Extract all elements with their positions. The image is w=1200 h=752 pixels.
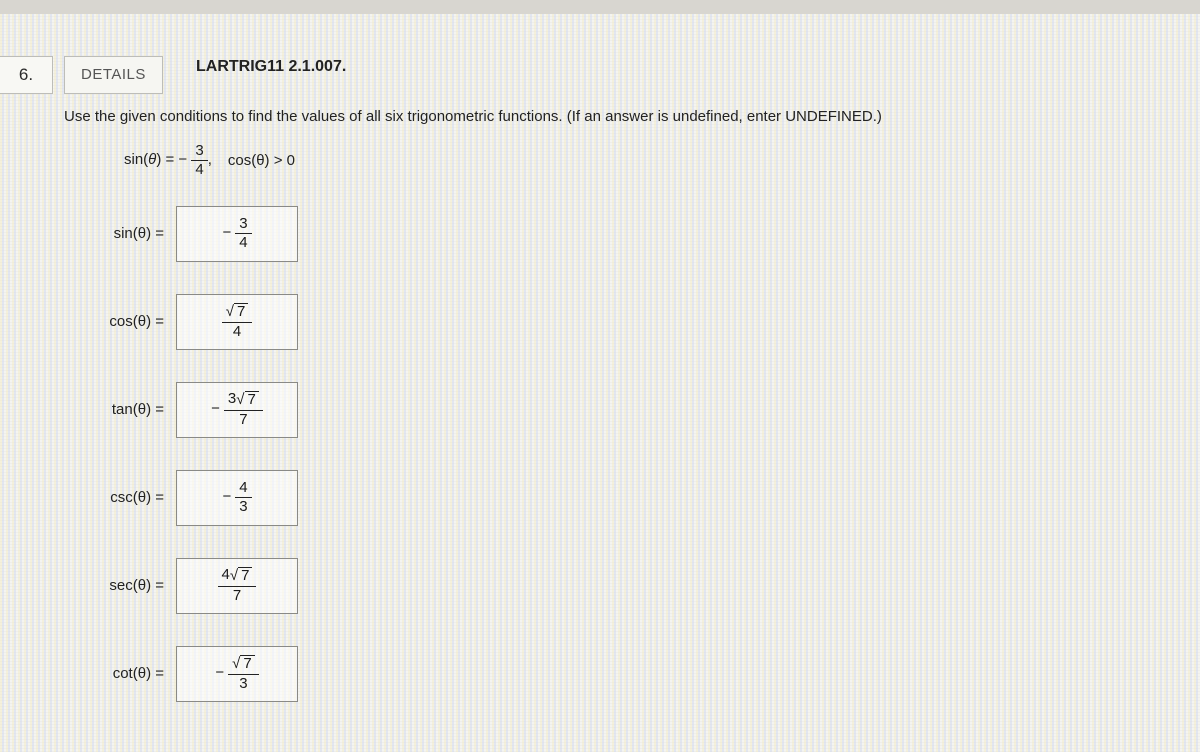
sqrt: √7	[232, 655, 255, 673]
answer-fraction: 34	[235, 216, 251, 251]
fraction-denominator: 4	[191, 161, 207, 178]
fraction-numerator: 3	[191, 143, 207, 161]
radical-symbol: √	[226, 304, 234, 319]
sin-prefix: sin(	[124, 151, 148, 168]
sqrt: √7	[226, 303, 249, 321]
comma: ,	[208, 151, 212, 168]
fraction-denominator: 4	[235, 234, 251, 251]
minus-sign: −	[222, 488, 235, 505]
answer-value: 4√77	[218, 567, 257, 603]
answer-row: tan(θ) =−3√77	[94, 382, 1170, 438]
answer-value: −√7 3	[215, 655, 258, 691]
function-label: cot(θ) =	[94, 665, 164, 682]
minus-sign: −	[222, 224, 235, 241]
radicand: 7	[238, 567, 252, 585]
function-label: sec(θ) =	[94, 577, 164, 594]
coefficient: 4	[222, 566, 230, 583]
fraction-denominator: 4	[229, 323, 245, 340]
answer-fraction: 43	[235, 480, 251, 515]
sin-value-fraction: 3 4	[191, 143, 207, 178]
fraction-numerator: 3√7	[224, 391, 263, 411]
minus-sign: −	[211, 400, 224, 417]
answer-fraction: √7 4	[222, 303, 253, 339]
function-label: csc(θ) =	[94, 489, 164, 506]
fraction-numerator: 3	[235, 216, 251, 234]
radical-symbol: √	[236, 392, 244, 407]
answer-fraction: 4√77	[218, 567, 257, 603]
radical-symbol: √	[230, 568, 238, 583]
answer-input[interactable]: 4√77	[176, 558, 298, 614]
fraction-denominator: 7	[235, 411, 251, 428]
fraction-numerator: 4√7	[218, 567, 257, 587]
fraction-denominator: 7	[229, 587, 245, 604]
answer-row: sin(θ) = −34	[94, 206, 1170, 262]
answer-input[interactable]: √7 4	[176, 294, 298, 350]
sqrt: √7	[230, 567, 253, 585]
answer-value: √7 4	[222, 303, 253, 339]
fraction-numerator: √7	[228, 655, 259, 675]
details-button[interactable]: DETAILS	[64, 56, 163, 94]
fraction-numerator: √7	[222, 303, 253, 323]
answer-input[interactable]: −34	[176, 206, 298, 262]
answer-input[interactable]: −√7 3	[176, 646, 298, 702]
fraction-denominator: 3	[235, 498, 251, 515]
instructions-text: Use the given conditions to find the val…	[64, 108, 1170, 125]
minus-sign: −	[215, 664, 228, 681]
answer-input[interactable]: −3√77	[176, 382, 298, 438]
coefficient: 3	[228, 390, 236, 407]
answer-row: cot(θ) = −√7 3	[94, 646, 1170, 702]
radicand: 7	[245, 391, 259, 409]
fraction-numerator: 4	[235, 480, 251, 498]
answers-list: sin(θ) =−34cos(θ) =√74tan(θ) =−3√77csc(θ…	[94, 206, 1170, 702]
answer-value: −34	[222, 216, 251, 251]
radicand: 7	[240, 655, 254, 673]
function-label: cos(θ) =	[94, 313, 164, 330]
radical-symbol: √	[232, 656, 240, 671]
fraction-denominator: 3	[235, 675, 251, 692]
sin-condition: sin(θ) = − 3 4 ,	[124, 143, 212, 178]
answer-row: csc(θ) = −43	[94, 470, 1170, 526]
answer-value: −43	[222, 480, 251, 515]
cos-condition: cos(θ) > 0	[228, 152, 295, 169]
question-number: 6.	[0, 56, 53, 94]
sin-suffix: ) = −	[156, 151, 187, 168]
radicand: 7	[234, 303, 248, 321]
answer-fraction: √7 3	[228, 655, 259, 691]
function-label: sin(θ) =	[94, 225, 164, 242]
source-reference: LARTRIG11 2.1.007.	[196, 58, 346, 76]
function-label: tan(θ) =	[94, 401, 164, 418]
answer-row: cos(θ) = √7 4	[94, 294, 1170, 350]
answer-value: −3√77	[211, 391, 263, 427]
answer-row: sec(θ) =4√77	[94, 558, 1170, 614]
answer-fraction: 3√77	[224, 391, 263, 427]
sqrt: √7	[236, 391, 259, 409]
answer-input[interactable]: −43	[176, 470, 298, 526]
given-conditions: sin(θ) = − 3 4 , cos(θ) > 0	[124, 143, 1170, 178]
